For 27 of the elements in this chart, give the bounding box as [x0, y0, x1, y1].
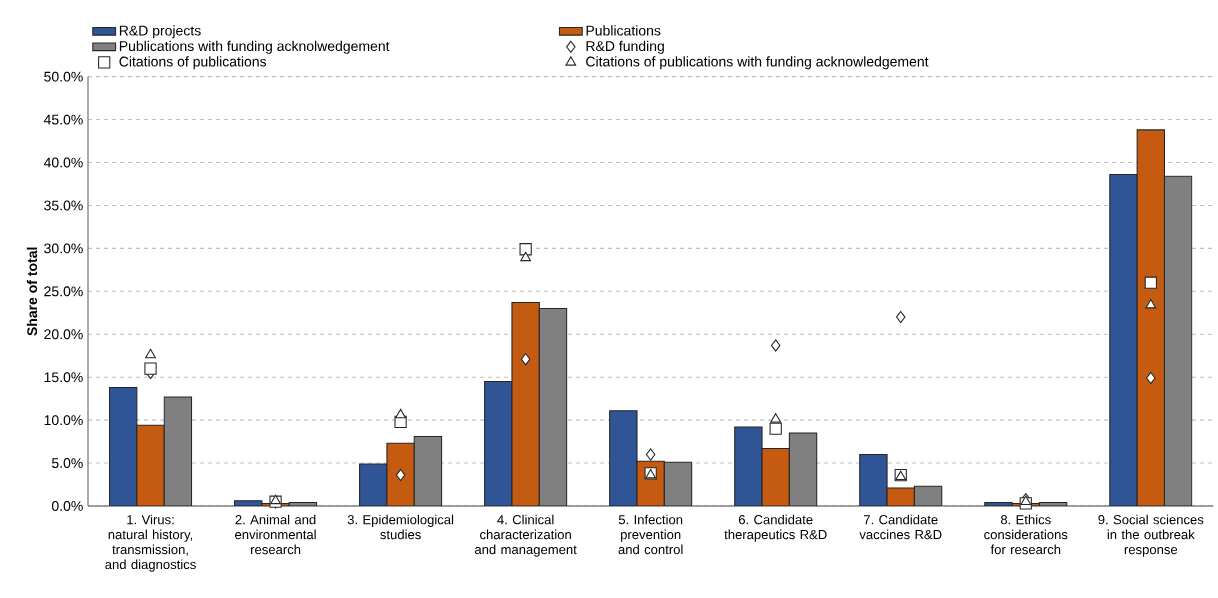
legend-label: Publications with funding acknolwedgement — [119, 40, 390, 54]
y-tick-label: 25.0% — [44, 286, 83, 297]
legend-label: Citations of publications with funding acknowledgement — [586, 56, 929, 70]
x-tick-label: 5. Infection prevention and control — [618, 514, 683, 555]
x-tick-label: 3. Epidemiological studies — [347, 514, 454, 540]
y-tick-label: 10.0% — [44, 415, 83, 426]
legend-label: Citations of publications — [119, 56, 267, 70]
x-tick-label: 6. Candidate therapeutics R&D — [724, 514, 827, 542]
y-tick-label: 45.0% — [43, 114, 83, 125]
x-tick-label: 9. Social sciences in the outbreak response — [1098, 514, 1204, 557]
y-axis-title: Share of total — [26, 247, 38, 336]
y-tick-label: 5.0% — [51, 458, 83, 469]
y-tick-label: 0.0% — [51, 501, 83, 511]
y-tick-label: 30.0% — [44, 243, 83, 254]
x-tick-label: 1. Virus: natural history, transmission, and diagnostics — [105, 514, 196, 572]
x-tick-label: 8. Ethics considerations for research — [984, 514, 1068, 555]
x-tick-label: 4. Clinical characterization and management — [474, 514, 577, 557]
y-tick-label: 35.0% — [44, 200, 83, 211]
legend-label: R&D projects — [119, 25, 201, 39]
x-tick-label: 2. Animal and environmental research — [235, 514, 316, 555]
x-tick-label: 7. Candidate vaccines R&D — [859, 514, 942, 540]
y-tick-label: 15.0% — [44, 372, 83, 383]
legend-label: Publications — [586, 25, 661, 36]
y-tick-label: 40.0% — [43, 157, 83, 168]
y-tick-label: 50.0% — [44, 71, 83, 82]
legend-label: R&D funding — [586, 40, 664, 54]
y-tick-label: 20.0% — [44, 329, 83, 340]
